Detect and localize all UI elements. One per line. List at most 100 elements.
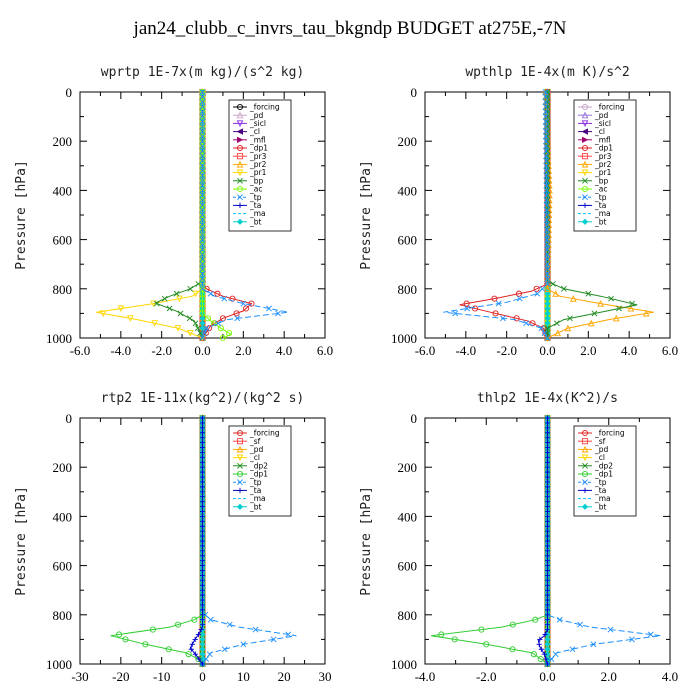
series-dp1 (110, 414, 206, 668)
series-marker (199, 256, 206, 263)
y-axis-label: Pressure [hPa] (14, 486, 29, 596)
series-marker (99, 310, 107, 318)
series-marker (515, 290, 522, 297)
series-marker (543, 202, 550, 209)
series-marker (221, 646, 228, 653)
series-marker (199, 236, 206, 243)
series-marker (542, 113, 549, 120)
legend-marker (236, 503, 244, 510)
series-marker (647, 631, 654, 638)
series-marker (464, 305, 471, 312)
series-marker (199, 113, 206, 120)
series-marker (564, 324, 572, 332)
series-marker (199, 167, 206, 174)
series-marker (553, 320, 560, 327)
panel-3: rtp2 1E-11x(kg^2)/(kg^2 s) Pressure [hPa]… (14, 391, 332, 684)
series-marker (199, 449, 206, 456)
series-marker (530, 651, 537, 658)
y-axis-label: Pressure [hPa] (14, 160, 29, 270)
series-marker (544, 563, 551, 569)
series-marker (492, 310, 499, 317)
series-marker (544, 469, 551, 475)
y-tick-label: 1000 (391, 657, 417, 672)
series-marker (543, 197, 550, 204)
y-tick-label: 800 (398, 282, 418, 297)
legend-marker (236, 111, 244, 119)
series-marker (544, 567, 551, 574)
series-marker (199, 543, 206, 549)
series-marker (151, 320, 158, 327)
series-marker (199, 217, 206, 223)
series-marker (199, 310, 206, 317)
series-marker (544, 207, 551, 213)
y-tick-label: 600 (398, 233, 418, 248)
legend-label: _dp1 (594, 144, 613, 153)
series-marker (191, 616, 198, 623)
series-marker (544, 261, 551, 268)
series-marker (196, 656, 202, 662)
series-marker (544, 212, 551, 218)
legend-marker (581, 454, 589, 462)
legend-label: _ma (249, 494, 266, 503)
y-tick-label: 600 (53, 559, 73, 574)
series-marker (543, 182, 550, 189)
legend-marker (581, 120, 589, 128)
legend-label: _pr1 (249, 168, 267, 177)
series-marker (199, 607, 206, 613)
series-marker (543, 162, 550, 169)
series-marker (533, 285, 540, 292)
series-marker (199, 661, 206, 667)
panel-title: thlp2 1E-4x(K^2)/s (477, 391, 618, 406)
series-marker (544, 280, 551, 287)
series-marker (214, 290, 221, 297)
series-marker (219, 334, 226, 342)
legend-label: _cl (249, 453, 260, 462)
series-marker (199, 494, 206, 500)
series-marker (544, 548, 551, 554)
series-marker (544, 572, 551, 579)
series-marker (199, 197, 206, 204)
series-marker (543, 157, 550, 164)
series-marker (537, 636, 543, 642)
legend-box (228, 99, 292, 232)
series-marker (543, 212, 550, 218)
series-marker (248, 300, 255, 307)
legend-marker (236, 218, 244, 225)
series-marker (612, 314, 620, 322)
series-marker (199, 251, 206, 258)
series-marker (438, 631, 445, 638)
series-marker (544, 202, 551, 209)
series-marker (544, 217, 551, 223)
series-marker (195, 631, 202, 638)
legend-label: _ma (594, 494, 611, 503)
legend-label: _ta (249, 486, 261, 495)
legend-marker (236, 454, 244, 462)
series-marker (186, 315, 193, 322)
y-tick-label: 0 (411, 85, 418, 100)
series-marker (543, 143, 549, 150)
series-marker (240, 300, 247, 307)
series-marker (544, 444, 551, 451)
series-marker (116, 631, 123, 638)
series-line (459, 92, 548, 339)
legend-marker (236, 128, 243, 135)
legend-label: _dp1 (249, 470, 268, 479)
series-marker (642, 309, 650, 317)
series-marker (544, 602, 551, 608)
series-marker (544, 430, 551, 436)
legend-marker (581, 185, 589, 193)
series-marker (199, 459, 206, 465)
x-tick-label: 2.0 (580, 343, 596, 358)
legend-marker (237, 487, 243, 493)
series-tp (443, 89, 551, 341)
series-marker (542, 118, 549, 125)
series-marker (187, 285, 194, 292)
series-marker (542, 108, 549, 115)
series-marker (199, 246, 206, 253)
legend-label: _bt (594, 217, 607, 226)
y-tick-label: 200 (398, 134, 418, 149)
series-marker (523, 320, 530, 327)
legend-label: _pr2 (249, 160, 267, 169)
legend-label: _forcing (594, 103, 625, 112)
series-ta (188, 415, 206, 667)
